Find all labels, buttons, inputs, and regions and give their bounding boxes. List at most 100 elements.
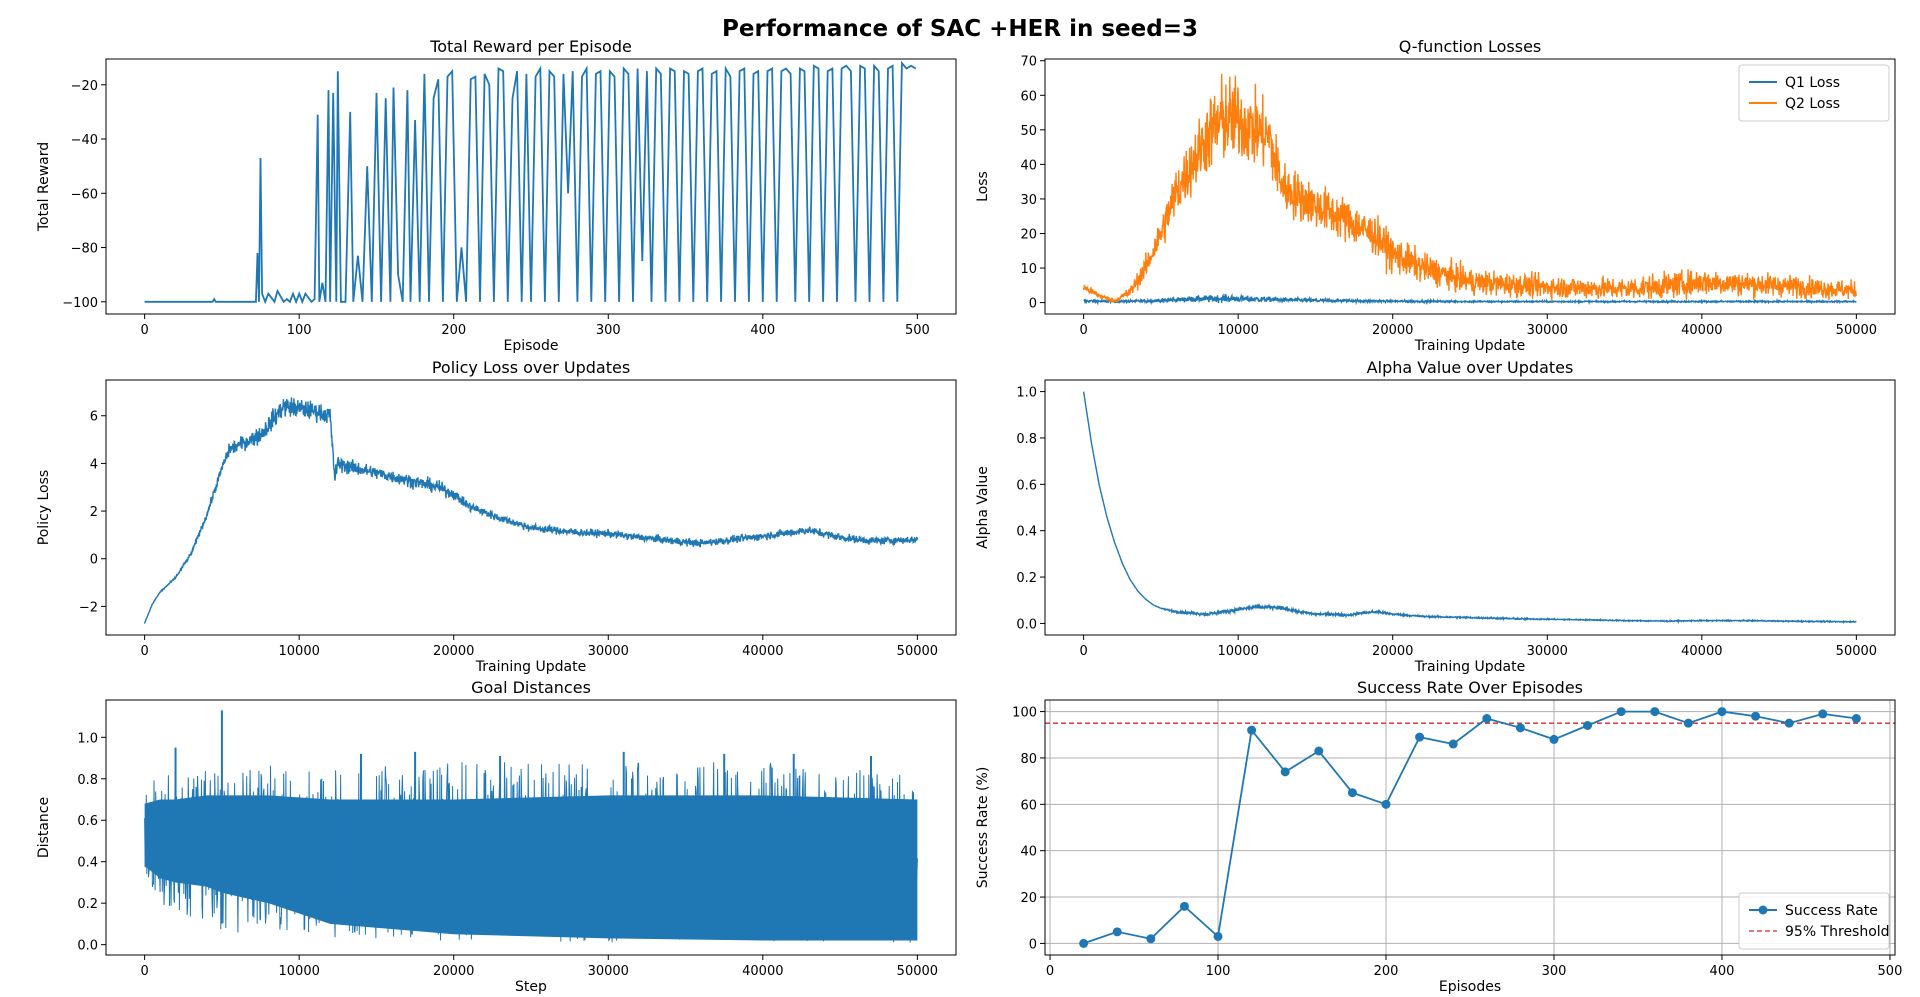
chart-title: Goal Distances: [471, 678, 591, 697]
plot-area: [143, 397, 919, 624]
data-point: [1818, 709, 1828, 719]
x-tick-label: 100: [287, 323, 312, 338]
x-tick-label: 0: [1046, 964, 1054, 979]
data-point: [1482, 714, 1492, 724]
x-tick-label: 500: [1878, 964, 1903, 979]
data-point: [1717, 707, 1727, 717]
y-tick-label: 1.0: [77, 731, 98, 746]
plot-area: [1082, 73, 1858, 306]
x-tick-label: 20000: [1372, 323, 1413, 338]
x-axis-label: Training Update: [1414, 338, 1525, 354]
x-tick-label: 30000: [588, 964, 629, 979]
data-point: [1583, 721, 1593, 730]
series-line-0: [144, 60, 917, 305]
chart-alpha: 0 10000 20000 30000 40000 50000 0.0 0.2 0.4 0.6 0.…: [975, 358, 1896, 675]
y-tick-label: 0.8: [77, 773, 98, 788]
y-axis-label: Distance: [36, 797, 52, 858]
legend: Success Rate 95% Threshold: [1738, 892, 1890, 950]
y-tick-label: 0.8: [1016, 432, 1037, 447]
series-line-1: [1082, 73, 1858, 304]
y-tick-label: −60: [71, 187, 98, 202]
y-axis-label: Alpha Value: [975, 466, 991, 549]
x-tick-label: 10000: [1218, 323, 1259, 338]
x-axis-label: Training Update: [1414, 659, 1525, 675]
data-point: [1247, 725, 1257, 735]
plot-area: [1082, 391, 1857, 625]
data-point: [1616, 707, 1626, 717]
y-tick-label: 20: [1020, 891, 1037, 906]
y-tick-label: 6: [90, 410, 98, 425]
legend-box: [1738, 64, 1890, 122]
x-tick-label: 50000: [897, 964, 938, 979]
x-tick-label: 20000: [1372, 644, 1413, 659]
data-point: [1784, 718, 1794, 728]
series-line-0: [1083, 710, 1857, 945]
x-tick-label: 0: [140, 323, 148, 338]
data-point: [1314, 746, 1324, 756]
x-tick-label: 50000: [1836, 644, 1877, 659]
x-tick-label: 300: [1542, 964, 1567, 979]
data-point: [1650, 707, 1660, 717]
y-tick-label: 0.0: [77, 939, 98, 954]
y-tick-label: 0: [90, 553, 98, 568]
legend-entry: Q2 Loss: [1785, 96, 1840, 112]
x-tick-label: 40000: [1681, 644, 1722, 659]
y-tick-label: 40: [1020, 158, 1037, 173]
x-tick-label: 10000: [1218, 644, 1259, 659]
y-tick-label: 100: [1012, 706, 1037, 721]
x-tick-label: 200: [1374, 964, 1399, 979]
y-tick-label: 0: [1029, 297, 1037, 312]
data-point: [1112, 927, 1122, 937]
y-axis-label: Policy Loss: [36, 470, 52, 545]
legend-entry: 95% Threshold: [1785, 924, 1890, 940]
y-tick-label: 60: [1020, 89, 1037, 104]
axes-frame: [1044, 58, 1896, 315]
chart-title: Total Reward per Episode: [429, 37, 632, 56]
y-tick-label: 2: [90, 505, 98, 520]
y-tick-label: 40: [1020, 845, 1037, 860]
legend-entry: Success Rate: [1785, 903, 1878, 919]
data-point: [1213, 931, 1223, 941]
chart-title: Policy Loss over Updates: [432, 358, 630, 377]
x-tick-label: 300: [596, 323, 621, 338]
legend-box: [1738, 892, 1890, 950]
x-axis-label: Training Update: [475, 659, 586, 675]
data-point: [1751, 711, 1761, 721]
x-axis-label: Episode: [504, 338, 559, 354]
chart-success: 0 100 200 300 400 500 0 20 40 60 80 100 Success Rate…: [975, 678, 1902, 995]
data-point: [1448, 739, 1458, 749]
x-tick-label: 30000: [1527, 323, 1568, 338]
y-tick-label: 0.4: [77, 856, 98, 871]
chart-title: Q-function Losses: [1399, 37, 1542, 56]
data-point: [1347, 788, 1357, 798]
y-tick-label: −20: [71, 79, 98, 94]
x-tick-label: 30000: [1527, 644, 1568, 659]
chart-title: Alpha Value over Updates: [1367, 358, 1574, 377]
x-tick-label: 40000: [742, 964, 783, 979]
data-point: [1515, 723, 1525, 733]
y-axis-label: Total Reward: [36, 142, 52, 232]
series-line-0: [143, 397, 919, 624]
y-tick-label: 0: [1029, 937, 1037, 952]
y-tick-label: −80: [71, 242, 98, 257]
legend: Q1 Loss Q2 Loss: [1738, 64, 1890, 122]
plot-area: [144, 60, 917, 305]
axes-frame: [1044, 379, 1896, 636]
x-tick-label: 0: [140, 644, 148, 659]
x-tick-label: 0: [1079, 323, 1087, 338]
figure-title: Performance of SAC +HER in seed=3: [722, 16, 1198, 42]
y-axis-label: Loss: [975, 171, 991, 202]
y-tick-label: 0.0: [1016, 617, 1037, 632]
x-tick-label: 500: [905, 323, 930, 338]
y-tick-label: 60: [1020, 798, 1037, 813]
x-tick-label: 50000: [1836, 323, 1877, 338]
x-tick-label: 50000: [897, 644, 938, 659]
data-point: [1683, 718, 1693, 728]
x-tick-label: 40000: [742, 644, 783, 659]
y-tick-label: 0.6: [77, 814, 98, 829]
axes-frame: [105, 699, 957, 956]
legend-entry: Q1 Loss: [1785, 75, 1840, 91]
y-tick-label: 0.4: [1016, 525, 1037, 540]
y-tick-label: 80: [1020, 752, 1037, 767]
y-axis-label: Success Rate (%): [975, 767, 991, 889]
